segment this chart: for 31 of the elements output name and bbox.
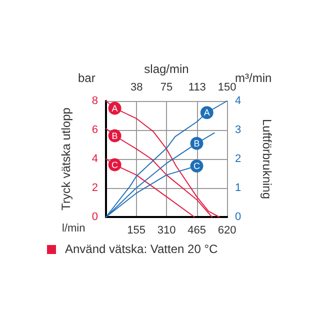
x-tick-label: 465: [188, 224, 206, 236]
x2-axis-title: slag/min: [144, 62, 189, 76]
text: bar: [78, 71, 96, 85]
series-label: C: [194, 160, 200, 171]
y-tick-label: 6: [92, 124, 98, 136]
y-tick-label: 0: [92, 211, 98, 223]
y2-axis-title: Luftförbrukning: [260, 118, 274, 200]
x-tick-label: 620: [218, 224, 236, 236]
text: m³/min: [235, 71, 272, 85]
y2-tick-label: 2: [235, 153, 242, 165]
x-tick-label: 155: [127, 224, 146, 236]
x2-tick-label: 75: [160, 82, 173, 94]
y-axis-title: Tryck vätska utlopp: [59, 107, 73, 210]
series-label: C: [112, 160, 119, 170]
series-label: B: [194, 138, 200, 148]
x2-tick-label: 150: [218, 82, 236, 94]
series-label: B: [112, 130, 118, 141]
y2-tick-label: 0: [235, 211, 242, 223]
x-tick-label: 310: [157, 224, 176, 236]
y2-tick-label: 1: [235, 182, 242, 194]
y2-tick-label: 4: [235, 95, 242, 107]
x2-tick-label: 113: [188, 82, 206, 94]
y2-tick-label: 3: [235, 124, 242, 136]
series-label: A: [112, 103, 118, 114]
text: Använd vätska: Vatten 20 °C: [65, 242, 218, 256]
series-label: A: [204, 108, 210, 118]
x-axis-title: l/min: [62, 222, 86, 234]
y-tick-label: 8: [92, 95, 98, 107]
y-tick-label: 4: [92, 153, 98, 165]
y-tick-label: 2: [92, 182, 98, 194]
x2-tick-label: 38: [130, 82, 143, 94]
